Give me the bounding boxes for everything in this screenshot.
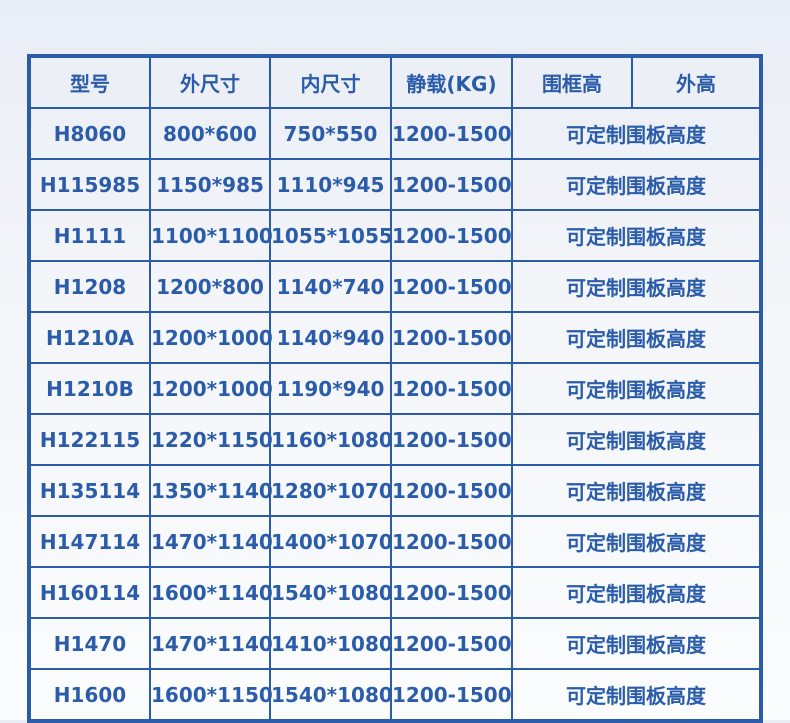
cell-height-note: 可定制围板高度 — [511, 362, 762, 415]
table-row: H8060 800*600 750*550 1200-1500 可定制围板高度 — [28, 107, 762, 160]
cell-outer-size: 1100*1100 — [149, 209, 273, 262]
cell-static-load: 1200-1500 — [390, 311, 513, 364]
cell-static-load: 1200-1500 — [390, 209, 513, 262]
table-row: H1470 1470*1140 1410*1080 1200-1500 可定制围板高度 — [28, 617, 762, 670]
cell-inner-size: 1540*1080 — [269, 668, 393, 722]
cell-static-load: 1200-1500 — [390, 362, 513, 415]
cell-outer-size: 1200*1000 — [149, 362, 273, 415]
cell-height-note: 可定制围板高度 — [511, 158, 762, 211]
cell-outer-size: 800*600 — [149, 107, 271, 160]
cell-inner-size: 1280*1070 — [269, 464, 393, 517]
header-frame-height: 围框高 — [511, 55, 633, 109]
cell-height-note: 可定制围板高度 — [511, 260, 762, 313]
table-row: H1111 1100*1100 1055*1055 1200-1500 可定制围板高度 — [28, 209, 762, 262]
cell-inner-size: 750*550 — [269, 107, 392, 160]
table-row: H160114 1600*1140 1540*1080 1200-1500 可定制围板高… — [28, 566, 762, 619]
cell-model: H1111 — [28, 209, 151, 262]
cell-inner-size: 1140*940 — [269, 311, 392, 364]
cell-inner-size: 1140*740 — [269, 260, 392, 313]
cell-static-load: 1200-1500 — [390, 566, 513, 619]
cell-model: H122115 — [28, 413, 151, 466]
cell-model: H1470 — [28, 617, 151, 670]
cell-height-note: 可定制围板高度 — [511, 617, 762, 670]
header-row: 型号 外尺寸 内尺寸 静载(KG) 围框高 外高 — [28, 55, 762, 109]
cell-static-load: 1200-1500 — [390, 107, 513, 160]
header-static-load: 静载(KG) — [390, 55, 513, 109]
header-inner-size: 内尺寸 — [269, 55, 392, 109]
cell-height-note: 可定制围板高度 — [511, 668, 762, 722]
header-outer-height: 外高 — [631, 55, 762, 109]
cell-model: H115985 — [28, 158, 151, 211]
table-row: H1600 1600*1150 1540*1080 1200-1500 可定制围板高度 — [28, 668, 762, 722]
cell-model: H160114 — [28, 566, 151, 619]
cell-inner-size: 1190*940 — [269, 362, 392, 415]
cell-inner-size: 1400*1070 — [269, 515, 393, 568]
cell-height-note: 可定制围板高度 — [511, 209, 762, 262]
cell-static-load: 1200-1500 — [390, 158, 513, 211]
cell-model: H147114 — [28, 515, 151, 568]
table-row: H1210A 1200*1000 1140*940 1200-1500 可定制围板高度 — [28, 311, 762, 364]
cell-model: H8060 — [28, 107, 151, 160]
cell-height-note: 可定制围板高度 — [511, 413, 762, 466]
spec-table: 型号 外尺寸 内尺寸 静载(KG) 围框高 外高 H8060 800*600 750… — [27, 54, 763, 723]
cell-inner-size: 1055*1055 — [269, 209, 393, 262]
cell-model: H1210A — [28, 311, 151, 364]
cell-static-load: 1200-1500 — [390, 668, 513, 722]
cell-inner-size: 1110*945 — [269, 158, 392, 211]
cell-static-load: 1200-1500 — [390, 515, 513, 568]
cell-outer-size: 1470*1140 — [149, 617, 273, 670]
cell-static-load: 1200-1500 — [390, 260, 513, 313]
cell-inner-size: 1410*1080 — [269, 617, 393, 670]
cell-model: H135114 — [28, 464, 151, 517]
cell-height-note: 可定制围板高度 — [511, 464, 762, 517]
cell-outer-size: 1470*1140 — [149, 515, 273, 568]
cell-outer-size: 1600*1140 — [149, 566, 273, 619]
cell-outer-size: 1200*1000 — [149, 311, 273, 364]
cell-height-note: 可定制围板高度 — [511, 107, 762, 160]
cell-outer-size: 1150*985 — [149, 158, 271, 211]
cell-static-load: 1200-1500 — [390, 464, 513, 517]
cell-model: H1208 — [28, 260, 151, 313]
cell-height-note: 可定制围板高度 — [511, 311, 762, 364]
cell-static-load: 1200-1500 — [390, 413, 513, 466]
cell-model: H1210B — [28, 362, 151, 415]
cell-outer-size: 1600*1150 — [149, 668, 273, 722]
table-row: H1208 1200*800 1140*740 1200-1500 可定制围板高度 — [28, 260, 762, 313]
header-model: 型号 — [28, 55, 151, 109]
cell-height-note: 可定制围板高度 — [511, 566, 762, 619]
table-row: H122115 1220*1150 1160*1080 1200-1500 可定制围板高… — [28, 413, 762, 466]
header-outer-size: 外尺寸 — [149, 55, 271, 109]
cell-model: H1600 — [28, 668, 151, 722]
table-row: H147114 1470*1140 1400*1070 1200-1500 可定制围板高… — [28, 515, 762, 568]
cell-outer-size: 1200*800 — [149, 260, 271, 313]
table-row: H135114 1350*1140 1280*1070 1200-1500 可定制围板高… — [28, 464, 762, 517]
cell-height-note: 可定制围板高度 — [511, 515, 762, 568]
cell-outer-size: 1220*1150 — [149, 413, 273, 466]
cell-inner-size: 1540*1080 — [269, 566, 393, 619]
table-row: H115985 1150*985 1110*945 1200-1500 可定制围板高度 — [28, 158, 762, 211]
table-row: H1210B 1200*1000 1190*940 1200-1500 可定制围板高度 — [28, 362, 762, 415]
cell-static-load: 1200-1500 — [390, 617, 513, 670]
cell-inner-size: 1160*1080 — [269, 413, 393, 466]
cell-outer-size: 1350*1140 — [149, 464, 273, 517]
